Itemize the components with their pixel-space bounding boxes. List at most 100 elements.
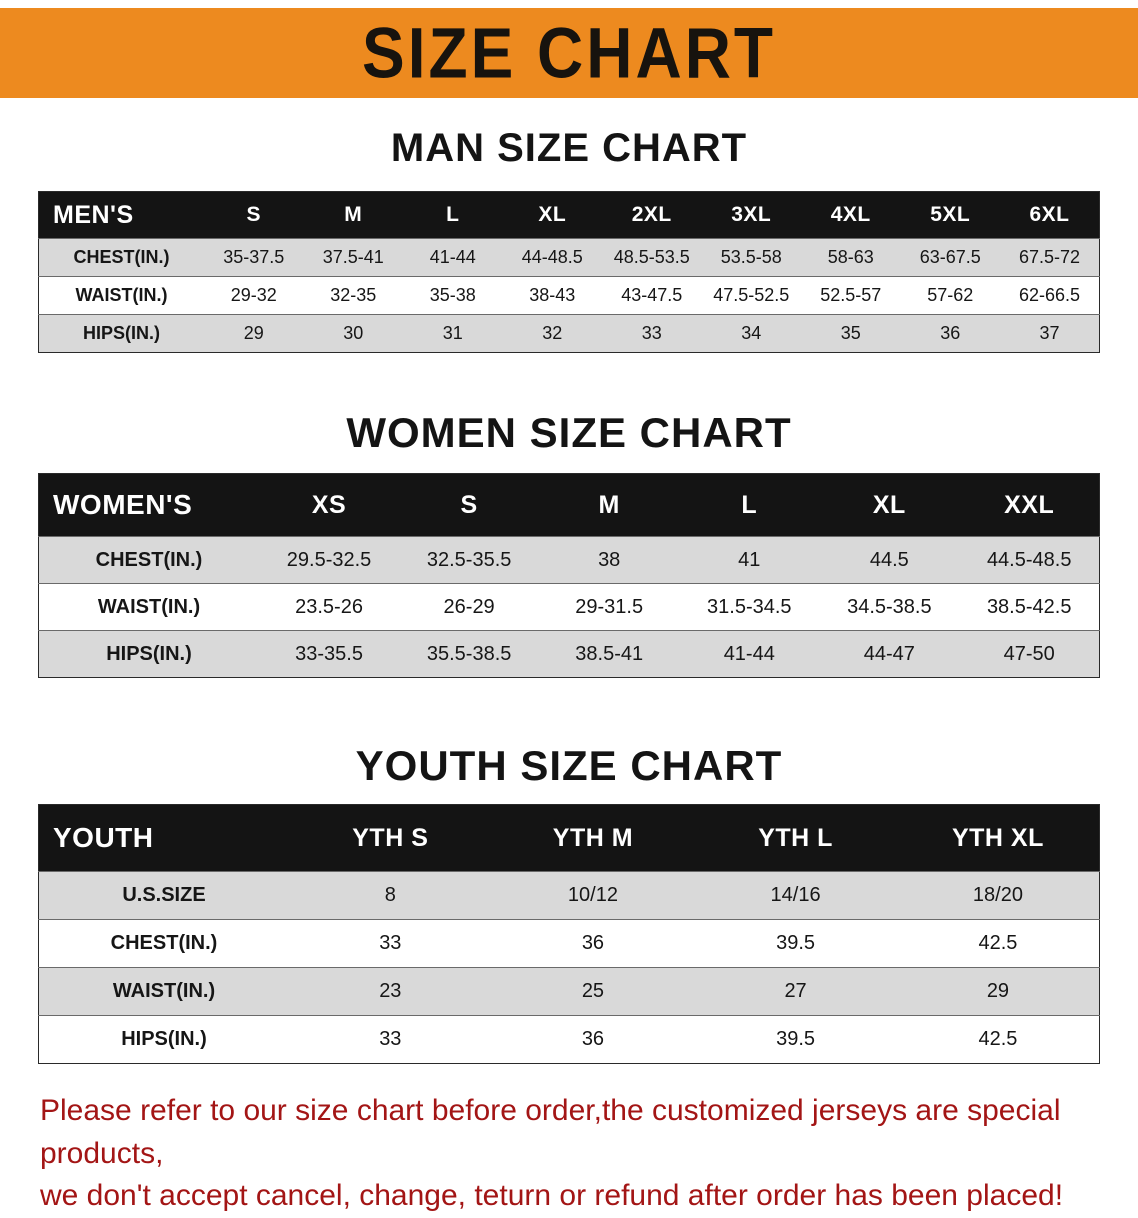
- column-header: L: [679, 473, 820, 537]
- row-label: CHEST(IN.): [38, 919, 289, 968]
- table-cell: 41-44: [679, 630, 820, 678]
- table-cell: 53.5-58: [701, 238, 801, 277]
- title-banner: SIZE CHART: [0, 8, 1138, 98]
- column-header: XL: [819, 473, 960, 537]
- table-row: U.S.SIZE 8 10/12 14/16 18/20: [38, 871, 1100, 920]
- column-header: 3XL: [701, 191, 801, 239]
- table-cell: 38.5-41: [539, 630, 680, 678]
- table-cell: 18/20: [896, 871, 1100, 920]
- table-cell: 33-35.5: [259, 630, 400, 678]
- men-section-heading: MAN SIZE CHART: [390, 126, 748, 170]
- table-row: WAIST(IN.) 23.5-26 26-29 29-31.5 31.5-34.5 34…: [38, 583, 1100, 631]
- table-cell: 29-32: [204, 276, 304, 315]
- table-cell: 31: [403, 314, 503, 353]
- table-cell: 34.5-38.5: [819, 583, 960, 631]
- table-cell: 35-38: [403, 276, 503, 315]
- table-cell: 47-50: [959, 630, 1100, 678]
- table-cell: 42.5: [896, 1015, 1100, 1064]
- table-cell: 33: [289, 1015, 492, 1064]
- table-cell: 44.5-48.5: [959, 536, 1100, 584]
- column-header: XXL: [959, 473, 1100, 537]
- table-cell: 62-66.5: [1000, 276, 1100, 315]
- row-label: WAIST(IN.): [38, 583, 259, 631]
- table-cell: 43-47.5: [602, 276, 702, 315]
- table-cell: 37.5-41: [303, 238, 403, 277]
- table-row: HIPS(IN.) 29 30 31 32 33 34 35 36 37: [38, 314, 1100, 353]
- table-header-row: MEN'S S M L XL 2XL 3XL 4XL 5XL 6XL: [38, 191, 1100, 239]
- table-cell: 42.5: [896, 919, 1100, 968]
- column-header: 6XL: [1000, 191, 1100, 239]
- page-title: SIZE CHART: [362, 12, 776, 94]
- men-size-section: MAN SIZE CHART MEN'S S M L XL 2XL 3XL 4XL 5XL 6XL…: [0, 126, 1138, 353]
- table-row: CHEST(IN.) 33 36 39.5 42.5: [38, 919, 1100, 968]
- table-cell: 29-31.5: [539, 583, 680, 631]
- table-title-cell: YOUTH: [38, 804, 289, 872]
- row-label: HIPS(IN.): [38, 1015, 289, 1064]
- column-header: 4XL: [801, 191, 901, 239]
- table-cell: 41-44: [403, 238, 503, 277]
- column-header: S: [399, 473, 540, 537]
- column-header: S: [204, 191, 304, 239]
- row-label: CHEST(IN.): [38, 536, 259, 584]
- table-cell: 32.5-35.5: [399, 536, 540, 584]
- column-header: M: [539, 473, 680, 537]
- table-cell: 37: [1000, 314, 1100, 353]
- table-cell: 29.5-32.5: [259, 536, 400, 584]
- table-cell: 34: [701, 314, 801, 353]
- table-row: WAIST(IN.) 23 25 27 29: [38, 967, 1100, 1016]
- table-row: CHEST(IN.) 35-37.5 37.5-41 41-44 44-48.5 48.5…: [38, 238, 1100, 277]
- table-cell: 52.5-57: [801, 276, 901, 315]
- table-cell: 23: [289, 967, 492, 1016]
- table-cell: 44-47: [819, 630, 960, 678]
- column-header: 2XL: [602, 191, 702, 239]
- column-header: YTH L: [694, 804, 897, 872]
- table-cell: 48.5-53.5: [602, 238, 702, 277]
- table-cell: 30: [303, 314, 403, 353]
- table-cell: 35: [801, 314, 901, 353]
- table-cell: 10/12: [491, 871, 695, 920]
- table-cell: 25: [491, 967, 695, 1016]
- table-cell: 67.5-72: [1000, 238, 1100, 277]
- table-cell: 29: [204, 314, 304, 353]
- table-cell: 38: [539, 536, 680, 584]
- column-header: YTH XL: [896, 804, 1100, 872]
- table-cell: 8: [289, 871, 492, 920]
- table-cell: 31.5-34.5: [679, 583, 820, 631]
- table-cell: 29: [896, 967, 1100, 1016]
- table-cell: 63-67.5: [900, 238, 1000, 277]
- column-header: XL: [502, 191, 602, 239]
- table-cell: 32-35: [303, 276, 403, 315]
- table-cell: 33: [289, 919, 492, 968]
- table-row: CHEST(IN.) 29.5-32.5 32.5-35.5 38 41 44.5 44.5…: [38, 536, 1100, 584]
- women-size-section: WOMEN SIZE CHART WOMEN'S XS S M L XL XXL CHEST(…: [0, 409, 1138, 678]
- table-cell: 35.5-38.5: [399, 630, 540, 678]
- column-header: M: [303, 191, 403, 239]
- table-cell: 38.5-42.5: [959, 583, 1100, 631]
- table-cell: 23.5-26: [259, 583, 400, 631]
- row-label: WAIST(IN.): [38, 967, 289, 1016]
- column-header: YTH S: [289, 804, 492, 872]
- women-section-heading: WOMEN SIZE CHART: [346, 409, 792, 456]
- table-cell: 41: [679, 536, 820, 584]
- youth-section-heading: YOUTH SIZE CHART: [355, 742, 783, 789]
- table-header-row: WOMEN'S XS S M L XL XXL: [38, 473, 1100, 537]
- table-cell: 38-43: [502, 276, 602, 315]
- table-cell: 26-29: [399, 583, 540, 631]
- table-cell: 14/16: [694, 871, 897, 920]
- table-row: HIPS(IN.) 33-35.5 35.5-38.5 38.5-41 41-44 44-…: [38, 630, 1100, 678]
- column-header: L: [403, 191, 503, 239]
- table-cell: 36: [491, 1015, 695, 1064]
- column-header: XS: [259, 473, 400, 537]
- row-label: WAIST(IN.): [38, 276, 204, 315]
- table-cell: 36: [900, 314, 1000, 353]
- table-header-row: YOUTH YTH S YTH M YTH L YTH XL: [38, 804, 1100, 872]
- table-cell: 44-48.5: [502, 238, 602, 277]
- table-cell: 57-62: [900, 276, 1000, 315]
- table-cell: 44.5: [819, 536, 960, 584]
- column-header: YTH M: [491, 804, 695, 872]
- disclaimer-note: Please refer to our size chart before or…: [40, 1090, 1098, 1218]
- disclaimer-line-1: Please refer to our size chart before or…: [40, 1094, 1061, 1170]
- row-label: HIPS(IN.): [38, 314, 204, 353]
- women-size-table: WOMEN'S XS S M L XL XXL CHEST(IN.) 29.5-32.5 32.5…: [38, 473, 1100, 678]
- table-row: WAIST(IN.) 29-32 32-35 35-38 38-43 43-47.5 47.…: [38, 276, 1100, 315]
